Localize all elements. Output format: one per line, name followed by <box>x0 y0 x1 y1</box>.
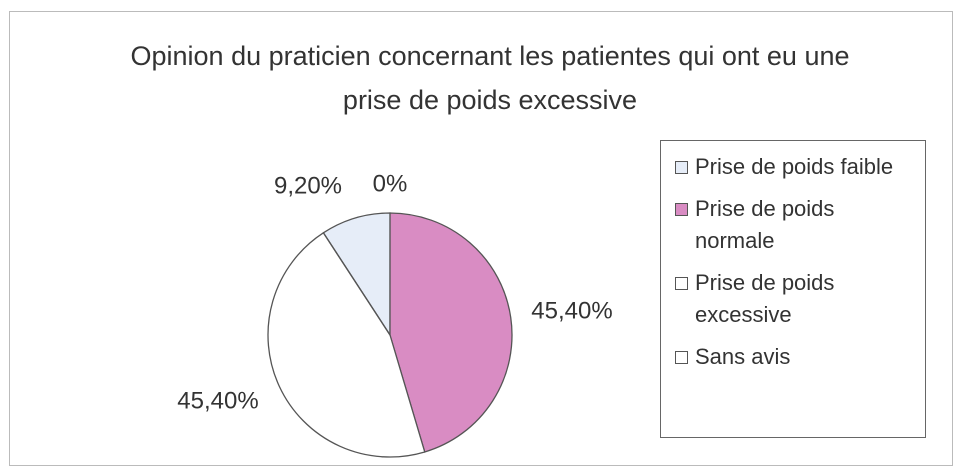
pie-slice <box>389 212 513 453</box>
legend-entry: Prise de poids normale <box>675 193 905 257</box>
legend-entry: Prise de poids excessive <box>675 267 905 331</box>
chart-frame <box>9 11 953 466</box>
legend-swatch <box>675 351 688 364</box>
legend-entry: Prise de poids faible <box>675 151 905 183</box>
data-label: 45,40% <box>531 297 612 324</box>
legend-entry: Sans avis <box>675 341 905 373</box>
data-label: 45,40% <box>177 387 258 414</box>
legend-swatch <box>675 161 688 174</box>
legend-label: Sans avis <box>695 344 791 369</box>
chart-title: Opinion du praticien concernant les pati… <box>130 41 850 115</box>
legend: Prise de poids faible Prise de poids norm… <box>660 140 926 438</box>
legend-label: Prise de poids normale <box>695 196 835 253</box>
data-label: 0% <box>373 170 408 197</box>
data-label: 9,20% <box>274 172 342 199</box>
legend-label: Prise de poids excessive <box>695 270 835 327</box>
legend-swatch <box>675 277 688 290</box>
legend-label: Prise de poids faible <box>695 154 894 179</box>
pie-slice <box>267 231 426 458</box>
legend-swatch <box>675 203 688 216</box>
